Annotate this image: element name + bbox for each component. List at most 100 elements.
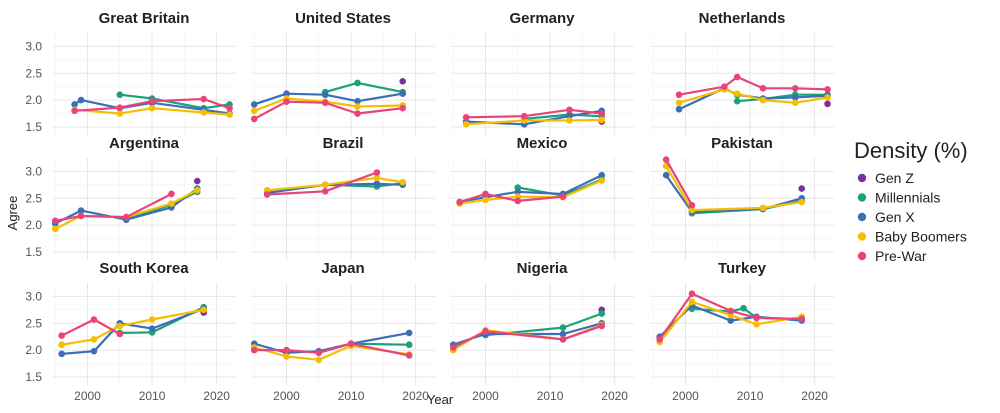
- panel-title: South Korea: [99, 260, 189, 277]
- series-line-genx: [665, 174, 802, 213]
- data-point-boom: [598, 116, 606, 124]
- y-tick-label: 2.5: [25, 316, 42, 330]
- series-line-boom: [54, 189, 198, 230]
- panel-brazil: Brazil: [251, 135, 435, 260]
- data-point-boom: [688, 298, 696, 306]
- series-line-prew: [253, 100, 403, 120]
- data-point-genx: [662, 171, 670, 179]
- data-point-genx: [373, 180, 381, 188]
- data-point-prew: [347, 340, 355, 347]
- y-tick-label: 2.5: [25, 191, 42, 205]
- series-line-prew: [678, 75, 828, 96]
- y-tick-label: 1.5: [25, 245, 42, 259]
- x-tick-label: 2020: [203, 389, 230, 403]
- data-point-prew: [405, 352, 413, 359]
- data-point-prew: [283, 98, 290, 106]
- data-point-genx: [283, 90, 290, 97]
- y-tick-label: 3.0: [25, 164, 42, 178]
- legend-key-genz: [857, 173, 867, 183]
- data-point-prew: [373, 169, 381, 176]
- x-tick-label: 2010: [737, 389, 764, 403]
- data-point-prew: [250, 115, 258, 123]
- y-tick-label: 3.0: [25, 289, 42, 303]
- data-point-genx: [321, 91, 329, 99]
- data-point-prew: [656, 336, 663, 343]
- panel-united-states: United States: [250, 10, 435, 135]
- data-point-prew: [148, 97, 156, 105]
- data-point-prew: [168, 190, 175, 198]
- panel-title: Great Britain: [99, 10, 190, 27]
- series-line-prew: [452, 324, 603, 349]
- data-point-prew: [456, 198, 463, 206]
- data-point-prew: [90, 316, 98, 323]
- series-line-prew: [54, 193, 172, 222]
- series-line-prew: [665, 159, 693, 206]
- panel-title: Nigeria: [517, 260, 569, 277]
- panel-title: Germany: [509, 10, 575, 27]
- data-point-prew: [598, 322, 606, 330]
- panel-title: Brazil: [323, 135, 364, 152]
- data-point-prew: [354, 110, 361, 117]
- series-line-boom: [678, 88, 828, 104]
- data-point-genz: [798, 185, 806, 192]
- x-tick-label: 2000: [672, 389, 699, 403]
- data-point-prew: [51, 217, 59, 225]
- data-point-mill: [740, 304, 747, 312]
- data-point-boom: [462, 120, 470, 128]
- data-point-boom: [753, 321, 760, 328]
- legend-label-mill: Millennials: [875, 190, 940, 206]
- data-point-genx: [77, 96, 85, 104]
- data-point-prew: [250, 346, 258, 354]
- panel-south-korea: South Korea 1.5 2.0 2.5 3.0 2000 2010 2020: [25, 260, 236, 403]
- x-tick-label: 2000: [74, 389, 101, 403]
- data-point-prew: [662, 156, 670, 163]
- data-point-prew: [727, 307, 735, 315]
- series-line-boom: [665, 165, 802, 212]
- data-point-mill: [733, 97, 741, 105]
- panel-title: Japan: [321, 260, 364, 277]
- data-point-genx: [559, 330, 567, 338]
- series-line-mill: [324, 81, 403, 94]
- data-point-prew: [791, 84, 799, 92]
- data-point-boom: [226, 111, 233, 118]
- data-point-genz: [399, 78, 407, 85]
- panel-title: Argentina: [109, 135, 180, 152]
- data-point-genx: [90, 347, 98, 355]
- legend-title: Density (%): [854, 138, 968, 163]
- series-line-boom: [466, 118, 602, 126]
- legend-items: Gen Z Millennials Gen X Baby Boomers Pre-War: [857, 170, 967, 264]
- data-point-prew: [720, 83, 728, 90]
- panel-germany: Germany: [450, 10, 634, 135]
- data-point-prew: [824, 86, 831, 93]
- data-point-mill: [405, 341, 413, 349]
- y-tick-label: 1.5: [25, 370, 42, 384]
- panel-mexico: Mexico: [450, 135, 634, 260]
- data-point-prew: [116, 104, 124, 111]
- data-point-prew: [77, 212, 85, 220]
- panel-title: Pakistan: [711, 135, 773, 152]
- series-line-prew: [466, 108, 602, 119]
- x-tick-label: 2020: [601, 389, 628, 403]
- y-tick-label: 2.0: [25, 218, 42, 232]
- legend-label-boom: Baby Boomers: [875, 229, 967, 245]
- panel-argentina: Argentina 1.5 2.0 2.5 3.0: [25, 135, 236, 260]
- data-point-boom: [798, 198, 806, 206]
- data-point-mill: [598, 310, 606, 317]
- data-point-prew: [315, 349, 323, 357]
- panel-japan: Japan 2000 2010 2020: [250, 260, 435, 403]
- data-point-boom: [321, 181, 329, 189]
- y-tick-label: 3.0: [25, 39, 42, 53]
- data-point-boom: [58, 341, 65, 349]
- panel-nigeria: Nigeria 2000 2010 2020: [449, 260, 634, 403]
- legend-key-prew: [857, 251, 867, 261]
- series-line-mill: [119, 93, 230, 110]
- data-point-prew: [449, 344, 457, 351]
- series-line-prew: [459, 192, 564, 204]
- data-point-prew: [462, 113, 470, 121]
- data-point-genx: [727, 317, 735, 324]
- data-point-boom: [250, 107, 258, 115]
- data-point-boom: [759, 204, 767, 212]
- data-point-boom: [51, 225, 59, 233]
- data-point-genx: [399, 90, 407, 97]
- data-point-genx: [58, 350, 65, 358]
